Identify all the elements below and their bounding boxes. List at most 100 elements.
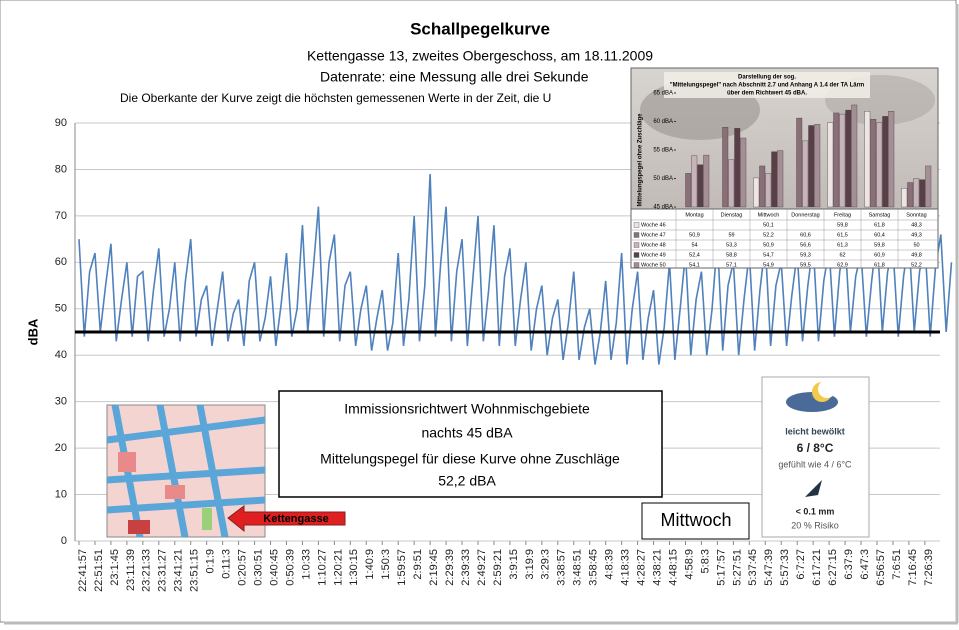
weather-feels: gefühlt wie 4 / 6°C — [778, 459, 852, 469]
x-tick-label: 23:41:21 — [173, 549, 185, 592]
x-tick-label: 7:6:51 — [891, 549, 903, 580]
map-block — [118, 452, 136, 472]
x-tick-label: 23:21:33 — [141, 549, 153, 592]
table-value: 54,7 — [763, 252, 774, 258]
x-tick-label: 5:27:51 — [731, 549, 743, 586]
inset-bar — [845, 109, 852, 208]
x-tick-label: 1:59:57 — [396, 549, 408, 586]
legend-swatch — [633, 262, 640, 268]
inset-bar — [870, 119, 877, 208]
subtitle: Datenrate: eine Messung alle drei Sekund… — [320, 69, 589, 85]
map-block — [165, 485, 185, 499]
day-label: Mittwoch — [660, 510, 731, 530]
x-tick-label: 23:1:45 — [109, 549, 121, 586]
inset-bar — [740, 137, 747, 208]
inset-table — [630, 208, 939, 269]
legend-label: Woche 48 — [641, 242, 666, 248]
inset-bar — [882, 116, 889, 208]
inset-title: über dem Richtwert 45 dBA. — [727, 91, 807, 97]
x-tick-label: 22:51:51 — [93, 549, 105, 592]
legend-swatch — [633, 222, 640, 228]
weather-precipitation: < 0.1 mm — [796, 506, 835, 516]
inset-bar — [697, 164, 704, 208]
table-value: 59 — [728, 232, 734, 238]
inset-bar — [753, 177, 760, 208]
inset-bar — [925, 165, 932, 208]
legend-label: Woche 46 — [641, 222, 666, 228]
map-block — [128, 520, 150, 534]
x-tick-label: 0:40:45 — [268, 549, 280, 586]
y-tick-label: 90 — [55, 117, 67, 129]
table-value: 54,9 — [763, 262, 774, 268]
x-tick-label: 6:7:27 — [795, 549, 807, 580]
table-value: 52,2 — [911, 262, 922, 268]
x-tick-label: 3:19:9 — [524, 549, 536, 580]
inset-bar — [839, 113, 846, 208]
inset-bar — [833, 112, 840, 208]
inset-chart: Darstellung der sog. "Mittelungspegel" n… — [630, 67, 939, 269]
legend-swatch — [633, 252, 640, 258]
legend-swatch — [633, 232, 640, 238]
inset-y-tick-label: 55 dBA — [653, 148, 673, 154]
weather-box: leicht bewölkt 6 / 8°C gefühlt wie 4 / 6… — [761, 376, 870, 538]
table-value: 61,8 — [874, 222, 885, 228]
table-value: 58,8 — [726, 252, 737, 258]
y-tick-label: 20 — [55, 442, 67, 454]
x-tick-label: 0:11:3 — [221, 549, 233, 579]
inset-bar — [827, 122, 834, 208]
x-tick-label: 5:17:57 — [715, 549, 727, 586]
inset-y-tick-label: 65 dBA — [653, 91, 673, 97]
inset-bar — [765, 173, 772, 208]
legend-label: Woche 47 — [641, 232, 666, 238]
info-text: 52,2 dBA — [438, 473, 496, 489]
inset-bar — [851, 104, 858, 208]
inset-plot: 45 dBA 50 dBA 55 dBA 60 dBA 65 dBA Montag Dien… — [630, 91, 939, 269]
x-tick-label: 0:50:39 — [284, 549, 296, 586]
inset-bar — [759, 165, 766, 208]
x-tick-label: 22:41:57 — [77, 549, 89, 592]
inset-category: Freitag — [834, 212, 851, 218]
x-tick-label: 23:31:27 — [157, 549, 169, 592]
x-tick-label: 7:16:45 — [907, 549, 919, 586]
weather-umbrella — [805, 480, 822, 497]
x-tick-label: 5:37:45 — [747, 549, 759, 586]
x-tick-label: 6:47:3 — [859, 549, 871, 580]
inset-bar — [722, 126, 729, 208]
inset-bar — [888, 111, 895, 208]
x-tick-label: 4:8:39 — [604, 549, 616, 580]
inset-y-tick-label: 50 dBA — [653, 176, 673, 182]
info-text: nachts 45 dBA — [421, 425, 513, 441]
map-label: Kettengasse — [263, 513, 328, 525]
weather-temperature: 6 / 8°C — [797, 441, 834, 455]
inset-bar — [728, 159, 735, 208]
x-tick-label: 1:10:27 — [316, 549, 328, 586]
inset-bar — [814, 124, 821, 208]
x-tick-label: 2:9:51 — [412, 549, 424, 580]
y-tick-label: 50 — [55, 303, 67, 315]
table-value: 60,4 — [874, 232, 885, 238]
table-value: 61,5 — [837, 232, 848, 238]
inset-bar — [734, 128, 741, 208]
inset-bar — [691, 155, 698, 208]
table-value: 59,8 — [874, 242, 885, 248]
inset-bar — [913, 178, 920, 208]
x-tick-label: 4:28:27 — [636, 549, 648, 586]
x-tick-label: 6:56:57 — [875, 549, 887, 586]
x-tick-label: 0:30:51 — [252, 549, 264, 586]
x-tick-label: 3:9:15 — [508, 549, 520, 580]
x-tick-label: 4:38:21 — [651, 549, 663, 586]
inset-title-box — [664, 72, 870, 98]
info-box: Immissionsrichtwert Wohnmischgebiete nac… — [278, 390, 663, 498]
inset-title: "Mittelungspegel" nach Abschnitt 2.7 und… — [670, 83, 864, 89]
y-tick-label: 0 — [61, 535, 67, 547]
x-tick-label: 0:20:57 — [237, 549, 249, 586]
inset-y-tick-label: 45 dBA — [653, 205, 673, 211]
x-tick-label: 1:40:9 — [364, 549, 376, 580]
y-tick-label: 30 — [55, 396, 67, 408]
table-value: 49,3 — [911, 232, 922, 238]
table-value: 62 — [839, 252, 845, 258]
inset-bar — [901, 187, 908, 208]
table-value: 54 — [691, 242, 697, 248]
map-arrow — [227, 505, 346, 533]
